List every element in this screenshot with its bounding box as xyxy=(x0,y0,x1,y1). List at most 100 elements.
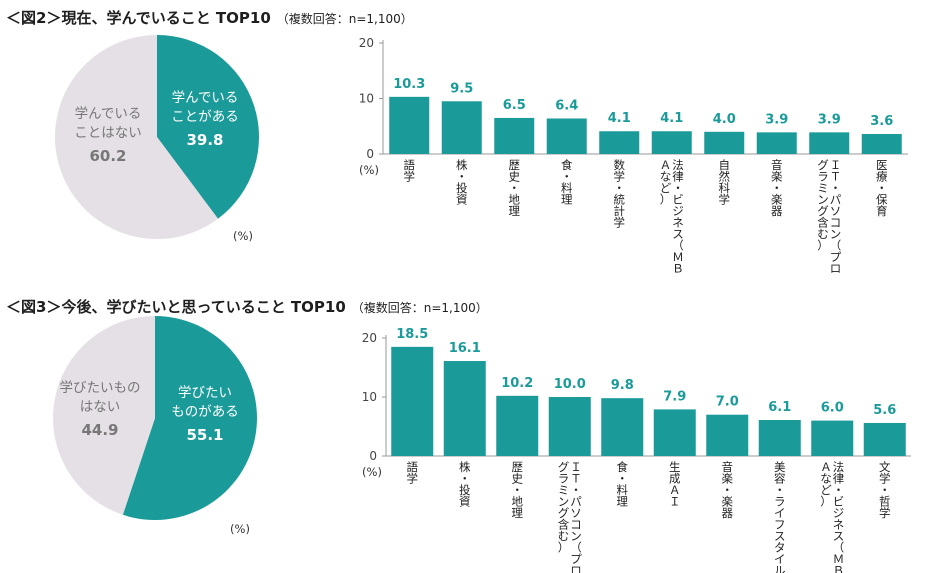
x-tick-glyph: 地 xyxy=(512,495,524,509)
bar xyxy=(704,131,745,154)
pie-slice-label: はない xyxy=(80,399,121,415)
pie-value-label: 55.1 xyxy=(186,426,223,444)
x-tick-glyph: ジ xyxy=(672,204,684,218)
x-tick-glyph: ・ xyxy=(617,472,629,486)
x-tick-glyph: ビ xyxy=(672,193,684,207)
x-tick-label: 音楽・楽器 xyxy=(771,158,783,218)
x-tick-glyph: ン xyxy=(558,495,570,509)
x-tick-label: 語学 xyxy=(407,460,419,486)
data-label: 3.9 xyxy=(765,112,788,127)
x-tick-glyph: 科 xyxy=(719,181,731,195)
y-tick-label: 0 xyxy=(369,449,377,463)
x-tick-glyph: 保 xyxy=(876,193,888,207)
data-label: 16.1 xyxy=(449,341,481,356)
bar xyxy=(546,118,587,154)
x-tick-glyph: 学 xyxy=(614,170,626,184)
x-tick-glyph: 音 xyxy=(722,460,734,474)
figure-title: ＜図2＞現在、学んでいること TOP10 （複数回答：n=1,100） xyxy=(6,7,413,28)
x-tick-glyph: プ xyxy=(570,552,582,566)
x-tick-glyph: 資 xyxy=(459,495,471,509)
x-tick-glyph: ） xyxy=(820,495,832,509)
x-tick-glyph: 育 xyxy=(876,204,888,218)
x-tick-glyph: 語 xyxy=(404,158,416,172)
data-label: 5.6 xyxy=(873,403,896,418)
x-tick-glyph: ロ xyxy=(570,564,582,573)
x-tick-glyph: 投 xyxy=(459,483,471,497)
x-tick-glyph: 投 xyxy=(456,181,468,195)
x-tick-glyph: 成 xyxy=(669,472,681,486)
x-tick-glyph: ン xyxy=(817,193,829,207)
x-tick-glyph: ） xyxy=(660,193,672,207)
x-tick-glyph: 美 xyxy=(774,460,786,474)
bar xyxy=(494,117,535,154)
x-tick-glyph: 数 xyxy=(614,158,626,172)
x-tick-glyph: ネ xyxy=(672,216,684,230)
x-tick-glyph: ・ xyxy=(879,483,891,497)
x-tick-glyph: 学 xyxy=(879,506,891,520)
x-tick-label: 歴史・地理 xyxy=(509,158,521,218)
pie-slice-label: 学んでいる xyxy=(75,106,142,122)
x-tick-glyph: パ xyxy=(830,193,842,207)
x-tick-glyph: 学 xyxy=(407,472,419,486)
data-label: 4.0 xyxy=(713,112,736,127)
x-tick-glyph: パ xyxy=(570,495,582,509)
x-tick-glyph: 史 xyxy=(512,472,524,486)
figure-label: ＜図2＞ xyxy=(6,9,62,27)
x-tick-glyph: イ xyxy=(774,552,786,566)
pie-slice xyxy=(52,316,155,515)
x-tick-glyph: 器 xyxy=(722,506,734,520)
bar xyxy=(758,420,801,456)
pie-slice-label: ことはない xyxy=(74,125,142,141)
data-label: 6.0 xyxy=(821,401,844,416)
x-tick-glyph: コ xyxy=(830,216,842,230)
x-tick-glyph: 料 xyxy=(561,181,573,195)
figure-note: （複数回答：n=1,100） xyxy=(276,12,413,26)
data-label: 6.5 xyxy=(503,98,526,113)
data-label: 6.4 xyxy=(555,98,578,113)
x-tick-glyph: 理 xyxy=(617,495,629,509)
x-tick-glyph: Ｉ xyxy=(830,158,842,172)
x-tick-label: 音楽・楽器 xyxy=(722,460,734,520)
pie-slice-label: ことがある xyxy=(171,109,239,125)
x-tick-glyph: タ xyxy=(774,541,786,555)
pie-slice-label: ものがある xyxy=(171,404,239,420)
pie-slice-label: 学びたいもの xyxy=(60,380,141,396)
x-tick-glyph: 資 xyxy=(456,193,468,207)
x-tick-glyph: Ｂ xyxy=(833,564,845,573)
x-tick-glyph: 楽 xyxy=(722,472,734,486)
pie-slice-label: 学びたい xyxy=(178,385,232,401)
x-tick-glyph: ミ xyxy=(817,181,829,195)
bar xyxy=(601,398,644,456)
pie-value-label: 60.2 xyxy=(89,147,126,165)
x-tick-glyph: Ｔ xyxy=(570,472,582,486)
x-tick-glyph: 食 xyxy=(561,158,573,172)
x-tick-glyph: 含 xyxy=(817,216,829,230)
x-tick-glyph: 理 xyxy=(512,506,524,520)
x-tick-glyph: ロ xyxy=(830,262,842,276)
x-tick-glyph: グ xyxy=(817,158,829,172)
x-tick-glyph: 食 xyxy=(617,460,629,474)
x-tick-glyph: 学 xyxy=(719,193,731,207)
x-tick-glyph: ソ xyxy=(830,204,842,218)
bar xyxy=(756,132,797,154)
x-tick-glyph: ・ xyxy=(614,181,626,195)
x-tick-glyph: 自 xyxy=(719,158,731,172)
x-tick-label: 歴史・地理 xyxy=(512,460,524,520)
bar xyxy=(811,420,854,456)
data-label: 3.9 xyxy=(818,112,841,127)
x-tick-glyph: ・ xyxy=(459,472,471,486)
x-tick-glyph: ス xyxy=(672,227,684,241)
pie-slice xyxy=(55,35,218,239)
pie-unit-label: (%) xyxy=(230,522,250,536)
y-tick-label: 20 xyxy=(359,36,374,50)
x-tick-label: 株・投資 xyxy=(456,158,468,207)
x-tick-glyph: ラ xyxy=(817,170,829,184)
x-tick-glyph: 料 xyxy=(617,483,629,497)
x-tick-glyph: （ xyxy=(672,239,684,253)
x-tick-glyph: な xyxy=(660,170,672,184)
x-tick-glyph: グ xyxy=(817,204,829,218)
x-tick-glyph: フ xyxy=(774,518,786,532)
